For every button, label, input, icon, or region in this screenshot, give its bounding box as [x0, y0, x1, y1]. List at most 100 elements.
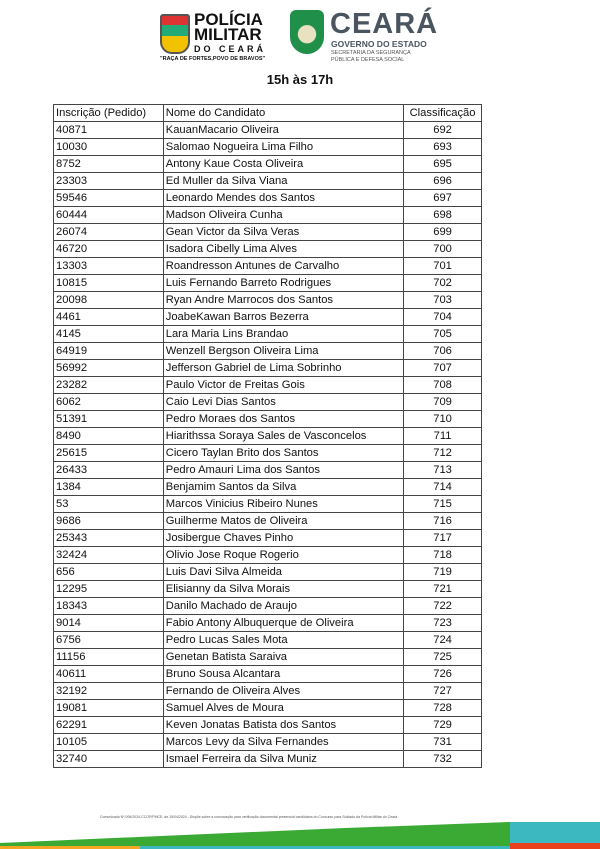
- cell-inscricao: 46720: [53, 240, 164, 258]
- cell-nome: JoabeKawan Barros Bezerra: [162, 308, 405, 326]
- cell-nome: Caio Levi Dias Santos: [162, 393, 405, 411]
- cell-inscricao: 6756: [53, 631, 164, 649]
- cell-classificacao: 711: [403, 427, 482, 445]
- cell-nome: Ed Muller da Silva Viana: [162, 172, 405, 190]
- cell-inscricao: 62291: [53, 716, 164, 734]
- table-row: 13303 Roandresson Antunes de Carvalho 701: [53, 257, 482, 275]
- cell-inscricao: 59546: [53, 189, 164, 207]
- table-row: 23282 Paulo Victor de Freitas Gois 708: [53, 376, 482, 394]
- cell-classificacao: 723: [403, 614, 482, 632]
- cell-inscricao: 32192: [53, 682, 164, 700]
- cell-classificacao: 698: [403, 206, 482, 224]
- cell-nome: Pedro Lucas Sales Mota: [162, 631, 405, 649]
- cell-inscricao: 8752: [53, 155, 164, 173]
- table-row: 8752 Antony Kaue Costa Oliveira 695: [53, 155, 482, 173]
- cell-nome: Salomao Nogueira Lima Filho: [162, 138, 405, 156]
- cell-nome: Gean Victor da Silva Veras: [162, 223, 405, 241]
- cell-nome: Marcos Levy da Silva Fernandes: [162, 733, 405, 751]
- cell-nome: Leonardo Mendes dos Santos: [162, 189, 405, 207]
- cell-inscricao: 12295: [53, 580, 164, 598]
- cell-nome: Antony Kaue Costa Oliveira: [162, 155, 405, 173]
- table-row: 10815 Luis Fernando Barreto Rodrigues 702: [53, 274, 482, 292]
- table-row: 32424 Olivio Jose Roque Rogerio 718: [53, 546, 482, 564]
- table-row: 8490 Hiarithssa Soraya Sales de Vasconcel…: [53, 427, 482, 445]
- cell-classificacao: 718: [403, 546, 482, 564]
- cell-nome: Luis Fernando Barreto Rodrigues: [162, 274, 405, 292]
- stripe-green-left: [0, 828, 345, 849]
- cell-classificacao: 700: [403, 240, 482, 258]
- table-row: 32740 Ismael Ferreira da Silva Muniz 732: [53, 750, 482, 768]
- ceara-sec-text: SECRETARIA DA SEGURANÇA PÚBLICA E DEFESA…: [331, 50, 411, 63]
- cell-nome: Paulo Victor de Freitas Gois: [162, 376, 405, 394]
- header-logos: POLÍCIA MILITAR DO CEARÁ "RAÇA DE FORTES…: [160, 8, 450, 64]
- cell-nome: Ryan Andre Marrocos dos Santos: [162, 291, 405, 309]
- table-row: 25615 Cicero Taylan Brito dos Santos 712: [53, 444, 482, 462]
- table-row: 9686 Guilherme Matos de Oliveira 716: [53, 512, 482, 530]
- pm-logo-sub: DO CEARÁ: [194, 44, 267, 54]
- col-header-nome: Nome do Candidato: [162, 104, 405, 122]
- footer-text: Comunicado Nº 006/2024-CCOP/PMCE, de 15/…: [100, 815, 398, 819]
- ceara-crest-icon: [290, 10, 324, 54]
- table-header: Inscrição (Pedido) Nome do Candidato Cla…: [53, 104, 482, 122]
- cell-inscricao: 53: [53, 495, 164, 513]
- table-row: 26433 Pedro Amauri Lima dos Santos 713: [53, 461, 482, 479]
- footer-stripes: [0, 822, 600, 849]
- cell-classificacao: 699: [403, 223, 482, 241]
- cell-nome: Danilo Machado de Araujo: [162, 597, 405, 615]
- table-row: 60444 Madson Oliveira Cunha 698: [53, 206, 482, 224]
- table-row: 6756 Pedro Lucas Sales Mota 724: [53, 631, 482, 649]
- cell-classificacao: 707: [403, 359, 482, 377]
- cell-nome: Josibergue Chaves Pinho: [162, 529, 405, 547]
- cell-nome: Wenzell Bergson Oliveira Lima: [162, 342, 405, 360]
- table-row: 53 Marcos Vinicius Ribeiro Nunes 715: [53, 495, 482, 513]
- cell-inscricao: 32424: [53, 546, 164, 564]
- stripe-green-right: [345, 822, 510, 849]
- cell-nome: Madson Oliveira Cunha: [162, 206, 405, 224]
- table-row: 11156 Genetan Batista Saraiva 725: [53, 648, 482, 666]
- table-row: 46720 Isadora Cibelly Lima Alves 700: [53, 240, 482, 258]
- cell-nome: Genetan Batista Saraiva: [162, 648, 405, 666]
- cell-inscricao: 60444: [53, 206, 164, 224]
- cell-inscricao: 18343: [53, 597, 164, 615]
- cell-classificacao: 729: [403, 716, 482, 734]
- cell-classificacao: 708: [403, 376, 482, 394]
- table-row: 56992 Jefferson Gabriel de Lima Sobrinho 7…: [53, 359, 482, 377]
- cell-inscricao: 20098: [53, 291, 164, 309]
- table-row: 4145 Lara Maria Lins Brandao 705: [53, 325, 482, 343]
- table-row: 40611 Bruno Sousa Alcantara 726: [53, 665, 482, 683]
- table-row: 656 Luis Davi Silva Almeida 719: [53, 563, 482, 581]
- cell-classificacao: 715: [403, 495, 482, 513]
- cell-inscricao: 11156: [53, 648, 164, 666]
- cell-inscricao: 26074: [53, 223, 164, 241]
- ceara-logo-text: CEARÁ: [330, 8, 439, 40]
- cell-nome: Benjamim Santos da Silva: [162, 478, 405, 496]
- cell-inscricao: 25615: [53, 444, 164, 462]
- table-row: 20098 Ryan Andre Marrocos dos Santos 703: [53, 291, 482, 309]
- cell-nome: KauanMacario Oliveira: [162, 121, 405, 139]
- cell-classificacao: 716: [403, 512, 482, 530]
- ceara-gov-text: GOVERNO DO ESTADO: [331, 39, 427, 49]
- cell-nome: Marcos Vinicius Ribeiro Nunes: [162, 495, 405, 513]
- table-row: 10105 Marcos Levy da Silva Fernandes 731: [53, 733, 482, 751]
- table-row: 59546 Leonardo Mendes dos Santos 697: [53, 189, 482, 207]
- cell-inscricao: 8490: [53, 427, 164, 445]
- cell-classificacao: 696: [403, 172, 482, 190]
- cell-classificacao: 713: [403, 461, 482, 479]
- candidates-table: Inscrição (Pedido) Nome do Candidato Cla…: [53, 104, 482, 768]
- cell-inscricao: 40871: [53, 121, 164, 139]
- cell-nome: Fernando de Oliveira Alves: [162, 682, 405, 700]
- cell-classificacao: 717: [403, 529, 482, 547]
- table-row: 64919 Wenzell Bergson Oliveira Lima 706: [53, 342, 482, 360]
- cell-classificacao: 704: [403, 308, 482, 326]
- table-row: 18343 Danilo Machado de Araujo 722: [53, 597, 482, 615]
- cell-inscricao: 10105: [53, 733, 164, 751]
- cell-nome: Jefferson Gabriel de Lima Sobrinho: [162, 359, 405, 377]
- cell-inscricao: 56992: [53, 359, 164, 377]
- cell-classificacao: 702: [403, 274, 482, 292]
- cell-classificacao: 721: [403, 580, 482, 598]
- table-row: 4461 JoabeKawan Barros Bezerra 704: [53, 308, 482, 326]
- cell-classificacao: 706: [403, 342, 482, 360]
- table-row: 10030 Salomao Nogueira Lima Filho 693: [53, 138, 482, 156]
- cell-nome: Luis Davi Silva Almeida: [162, 563, 405, 581]
- page-title: 15h às 17h: [266, 72, 334, 87]
